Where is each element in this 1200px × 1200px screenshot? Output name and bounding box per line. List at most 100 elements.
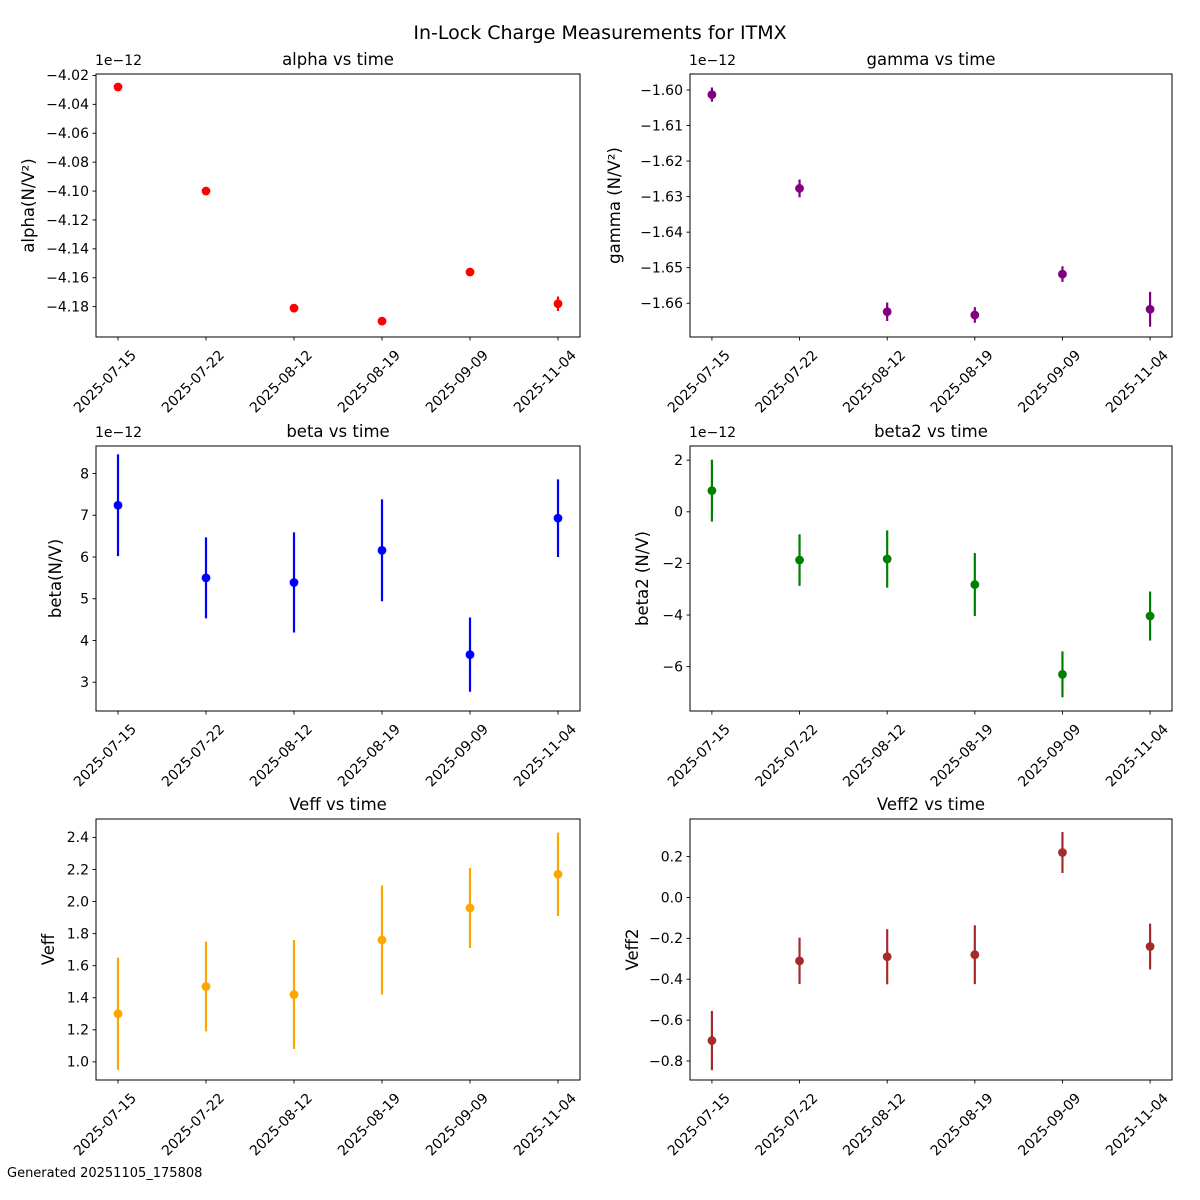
y-axis-label: beta2 (N/V)	[633, 531, 652, 626]
y-tick-label: 0.0	[661, 890, 683, 906]
y-tick-label: −4.18	[46, 299, 89, 315]
y-axis-label: Veff	[39, 933, 58, 965]
y-tick-label: 3	[80, 675, 89, 691]
x-tick-label: 2025-08-19	[928, 722, 997, 791]
x-tick-label: 2025-09-09	[423, 348, 492, 417]
figure-title: In-Lock Charge Measurements for ITMX	[413, 22, 787, 44]
y-tick-label: 5	[80, 592, 89, 608]
data-point	[113, 82, 123, 92]
x-tick-label: 2025-08-12	[840, 722, 909, 791]
data-point	[882, 952, 892, 962]
y-tick-label: −1.61	[640, 118, 683, 134]
data-point	[289, 578, 299, 587]
y-tick-label: 0.2	[661, 849, 683, 865]
plot-frame	[95, 445, 581, 712]
data-point	[1145, 611, 1155, 621]
data-point	[377, 316, 387, 326]
y-tick-label: −1.64	[640, 225, 683, 241]
subplot-title: gamma vs time	[867, 50, 996, 69]
plot-frame	[689, 818, 1173, 1081]
x-tick-label: 2025-11-04	[511, 347, 580, 416]
y-tick-label: −4	[662, 608, 683, 624]
data-point	[553, 869, 563, 879]
y-axis-label: alpha(N/V²)	[19, 158, 38, 252]
x-tick-label: 2025-09-09	[423, 722, 492, 791]
plot-frame	[689, 73, 1173, 338]
data-point	[1145, 942, 1155, 951]
x-tick-label: 2025-07-15	[71, 1091, 140, 1160]
x-tick-label: 2025-09-09	[1015, 348, 1084, 417]
subplot-title: Veff vs time	[289, 795, 387, 814]
data-point	[1145, 304, 1155, 314]
y-tick-label: 2	[674, 453, 683, 469]
subplot-title: Veff2 vs time	[877, 795, 985, 814]
axis-offset-label: 1e−12	[95, 53, 142, 69]
x-tick-label: 2025-08-19	[928, 348, 997, 417]
x-tick-label: 2025-11-04	[1103, 347, 1172, 416]
y-tick-label: 6	[80, 550, 89, 566]
y-tick-label: −0.8	[649, 1054, 683, 1070]
data-point	[795, 956, 804, 966]
y-tick-label: 2.0	[67, 894, 89, 910]
data-point	[882, 554, 892, 564]
x-tick-label: 2025-08-19	[928, 1091, 997, 1160]
y-tick-label: −1.60	[640, 83, 683, 99]
y-tick-label: 1.6	[67, 958, 89, 974]
y-tick-label: −4.02	[46, 68, 89, 84]
data-point	[553, 299, 563, 309]
y-tick-label: −4.06	[46, 126, 89, 142]
y-axis-label: gamma (N/V²)	[605, 147, 624, 264]
y-tick-label: −0.4	[649, 972, 683, 988]
x-tick-label: 2025-08-19	[335, 1091, 404, 1160]
x-tick-label: 2025-07-22	[159, 348, 228, 417]
x-tick-label: 2025-07-15	[71, 722, 140, 791]
x-tick-label: 2025-08-12	[247, 722, 316, 791]
axis-offset-label: 1e−12	[689, 425, 736, 441]
data-point	[201, 573, 211, 583]
y-tick-label: 2.2	[67, 862, 89, 878]
y-tick-label: −0.2	[649, 931, 683, 947]
x-tick-label: 2025-09-09	[1015, 722, 1084, 791]
data-point	[465, 650, 475, 660]
y-tick-label: −4.12	[46, 213, 89, 229]
data-point	[1058, 269, 1067, 279]
y-tick-label: 8	[80, 466, 89, 482]
data-point	[201, 186, 211, 196]
subplot-Veff: 1.0 1.2 1.4 1.6 1.8 2.0 2.2 2.4 2025-07-15 2025-0…	[39, 795, 581, 1160]
data-point	[970, 950, 980, 960]
subplot-title: beta vs time	[286, 422, 389, 441]
data-point	[377, 545, 387, 555]
data-point	[1058, 669, 1067, 679]
y-tick-label: −1.63	[640, 189, 683, 205]
x-tick-label: 2025-09-09	[1015, 1091, 1084, 1160]
y-tick-label: 1.4	[67, 991, 89, 1007]
data-point	[465, 903, 475, 913]
x-tick-label: 2025-11-04	[511, 721, 580, 790]
y-tick-label: −4.04	[46, 97, 89, 113]
data-point	[707, 1036, 717, 1045]
x-tick-label: 2025-07-15	[665, 348, 734, 417]
y-tick-label: −1.62	[640, 154, 683, 170]
x-tick-label: 2025-08-12	[840, 348, 909, 417]
subplot-Veff2: 0.2 0.0 −0.2 −0.4 −0.6 −0.8 2025-07-15 2025-07-…	[623, 795, 1173, 1160]
axis-offset-label: 1e−12	[95, 425, 142, 441]
x-tick-label: 2025-07-15	[71, 348, 140, 417]
y-axis-label: beta(N/V)	[46, 539, 65, 618]
x-tick-label: 2025-09-09	[423, 1091, 492, 1160]
y-tick-label: −1.65	[640, 260, 683, 276]
data-point	[707, 90, 717, 100]
x-tick-label: 2025-08-12	[247, 348, 316, 417]
subplot-title: beta2 vs time	[874, 422, 988, 441]
y-tick-label: 4	[80, 633, 89, 649]
plot-frame	[95, 818, 581, 1081]
y-tick-label: −0.6	[649, 1013, 683, 1029]
x-tick-label: 2025-07-22	[753, 1091, 822, 1160]
subplot-beta: 3 4 5 6 7 8 2025-07-15 2025-07-22 2025-08-12 2025…	[46, 422, 581, 791]
data-point	[1058, 848, 1067, 857]
x-tick-label: 2025-11-04	[1103, 1090, 1172, 1159]
data-point	[377, 935, 387, 945]
subplot-gamma: −1.60 −1.61 −1.62 −1.63 −1.64 −1.65 −1.66 2025-…	[605, 50, 1173, 417]
y-tick-label: −4.10	[46, 184, 89, 200]
y-tick-label: 1.8	[67, 926, 89, 942]
